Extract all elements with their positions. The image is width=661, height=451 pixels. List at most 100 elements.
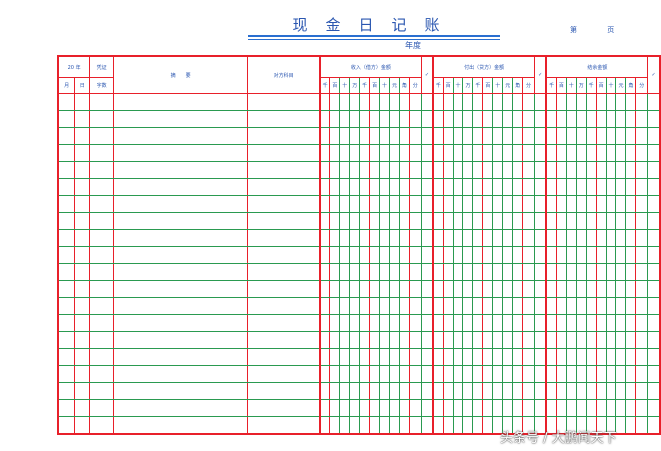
amount-digit-cell[interactable] xyxy=(318,161,331,179)
amount-digit-cell[interactable] xyxy=(635,110,649,128)
amount-digit-cell[interactable] xyxy=(625,297,637,315)
amount-digit-cell[interactable] xyxy=(565,161,577,179)
amount-digit-cell[interactable] xyxy=(462,144,474,162)
amount-digit-cell[interactable] xyxy=(379,348,390,366)
amount-digit-cell[interactable] xyxy=(502,314,514,332)
amount-digit-cell[interactable] xyxy=(398,331,410,349)
ledger-cell[interactable] xyxy=(112,144,249,162)
check-cell[interactable] xyxy=(647,161,661,179)
amount-digit-cell[interactable] xyxy=(432,195,444,213)
amount-digit-cell[interactable] xyxy=(502,348,514,366)
amount-digit-cell[interactable] xyxy=(339,161,351,179)
amount-digit-cell[interactable] xyxy=(318,416,331,435)
ledger-cell[interactable] xyxy=(247,110,321,128)
amount-digit-cell[interactable] xyxy=(625,195,637,213)
amount-digit-cell[interactable] xyxy=(452,280,464,298)
amount-digit-cell[interactable] xyxy=(359,280,371,298)
amount-digit-cell[interactable] xyxy=(398,161,410,179)
ledger-cell[interactable] xyxy=(57,399,76,417)
amount-digit-cell[interactable] xyxy=(398,229,410,247)
amount-digit-cell[interactable] xyxy=(339,93,351,111)
amount-digit-cell[interactable] xyxy=(635,229,649,247)
ledger-cell[interactable] xyxy=(247,297,321,315)
amount-digit-cell[interactable] xyxy=(462,195,474,213)
ledger-cell[interactable] xyxy=(74,229,91,247)
amount-digit-cell[interactable] xyxy=(349,144,361,162)
amount-digit-cell[interactable] xyxy=(625,263,637,281)
check-cell[interactable] xyxy=(420,161,434,179)
amount-digit-cell[interactable] xyxy=(472,382,484,400)
amount-digit-cell[interactable] xyxy=(318,178,331,196)
ledger-cell[interactable] xyxy=(74,246,91,264)
amount-digit-cell[interactable] xyxy=(522,365,536,383)
amount-digit-cell[interactable] xyxy=(545,161,557,179)
check-cell[interactable] xyxy=(647,331,661,349)
amount-digit-cell[interactable] xyxy=(462,246,474,264)
amount-digit-cell[interactable] xyxy=(472,280,484,298)
amount-digit-cell[interactable] xyxy=(625,110,637,128)
amount-digit-cell[interactable] xyxy=(398,144,410,162)
ledger-cell[interactable] xyxy=(89,110,114,128)
amount-digit-cell[interactable] xyxy=(452,348,464,366)
amount-digit-cell[interactable] xyxy=(379,161,390,179)
amount-digit-cell[interactable] xyxy=(555,331,567,349)
amount-digit-cell[interactable] xyxy=(339,416,351,435)
amount-digit-cell[interactable] xyxy=(522,246,536,264)
amount-digit-cell[interactable] xyxy=(575,110,587,128)
amount-digit-cell[interactable] xyxy=(462,416,474,435)
amount-digit-cell[interactable] xyxy=(585,382,597,400)
amount-digit-cell[interactable] xyxy=(388,212,400,230)
amount-digit-cell[interactable] xyxy=(318,144,331,162)
ledger-cell[interactable] xyxy=(247,314,321,332)
amount-digit-cell[interactable] xyxy=(432,93,444,111)
amount-digit-cell[interactable] xyxy=(605,314,617,332)
amount-digit-cell[interactable] xyxy=(482,229,494,247)
amount-digit-cell[interactable] xyxy=(329,127,341,145)
check-cell[interactable] xyxy=(420,263,434,281)
amount-digit-cell[interactable] xyxy=(545,331,557,349)
amount-digit-cell[interactable] xyxy=(329,161,341,179)
amount-digit-cell[interactable] xyxy=(555,399,567,417)
amount-digit-cell[interactable] xyxy=(379,399,390,417)
amount-digit-cell[interactable] xyxy=(472,110,484,128)
amount-digit-cell[interactable] xyxy=(545,382,557,400)
amount-digit-cell[interactable] xyxy=(462,127,474,145)
amount-digit-cell[interactable] xyxy=(522,263,536,281)
ledger-cell[interactable] xyxy=(57,178,76,196)
amount-digit-cell[interactable] xyxy=(432,399,444,417)
amount-digit-cell[interactable] xyxy=(379,263,390,281)
amount-digit-cell[interactable] xyxy=(522,110,536,128)
amount-digit-cell[interactable] xyxy=(615,93,627,111)
check-cell[interactable] xyxy=(420,178,434,196)
amount-digit-cell[interactable] xyxy=(442,229,454,247)
check-cell[interactable] xyxy=(534,212,547,230)
amount-digit-cell[interactable] xyxy=(379,246,390,264)
amount-digit-cell[interactable] xyxy=(369,178,381,196)
ledger-cell[interactable] xyxy=(112,161,249,179)
amount-digit-cell[interactable] xyxy=(329,144,341,162)
amount-digit-cell[interactable] xyxy=(635,348,649,366)
amount-digit-cell[interactable] xyxy=(318,331,331,349)
ledger-cell[interactable] xyxy=(74,314,91,332)
amount-digit-cell[interactable] xyxy=(492,280,504,298)
amount-digit-cell[interactable] xyxy=(318,127,331,145)
amount-digit-cell[interactable] xyxy=(359,263,371,281)
amount-digit-cell[interactable] xyxy=(408,229,422,247)
ledger-cell[interactable] xyxy=(74,127,91,145)
ledger-cell[interactable] xyxy=(57,161,76,179)
amount-digit-cell[interactable] xyxy=(482,127,494,145)
amount-digit-cell[interactable] xyxy=(635,195,649,213)
amount-digit-cell[interactable] xyxy=(522,212,536,230)
ledger-cell[interactable] xyxy=(89,161,114,179)
amount-digit-cell[interactable] xyxy=(492,382,504,400)
ledger-cell[interactable] xyxy=(74,331,91,349)
amount-digit-cell[interactable] xyxy=(398,178,410,196)
amount-digit-cell[interactable] xyxy=(472,416,484,435)
amount-digit-cell[interactable] xyxy=(388,280,400,298)
amount-digit-cell[interactable] xyxy=(512,161,524,179)
amount-digit-cell[interactable] xyxy=(462,229,474,247)
amount-digit-cell[interactable] xyxy=(359,93,371,111)
amount-digit-cell[interactable] xyxy=(349,331,361,349)
amount-digit-cell[interactable] xyxy=(595,246,607,264)
amount-digit-cell[interactable] xyxy=(512,382,524,400)
